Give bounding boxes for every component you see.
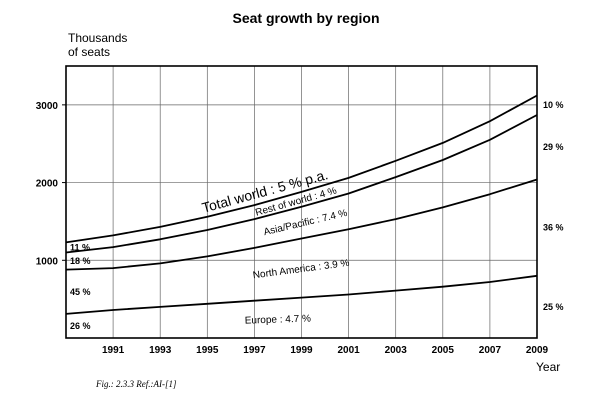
x-tick-label: 2005 (432, 345, 455, 356)
series-line-2 (65, 178, 538, 271)
axis-ticks: 1991 1993 1995 1997 1999 2001 2003 2005 2007 2009… (36, 101, 549, 356)
end-share-1: 25 % (543, 302, 564, 312)
series-line-4 (65, 94, 538, 244)
start-share-2: 45 % (70, 287, 91, 297)
end-share-3: 29 % (543, 142, 564, 152)
series-line-1 (65, 274, 538, 315)
x-axis-title: Year (536, 360, 560, 374)
plot-frame (65, 65, 538, 339)
series-line-3 (65, 114, 538, 254)
series-lines (65, 94, 538, 315)
figure-caption: Fig.: 2.3.3 Ref.:AI-[1] (95, 379, 177, 389)
x-tick-label: 2001 (337, 345, 360, 356)
y-tick-label: 2000 (36, 179, 59, 190)
x-tick-label: 1995 (196, 345, 219, 356)
start-share-4: 11 % (70, 242, 90, 252)
y-axis-title-line-1: Thousands (68, 31, 127, 45)
x-tick-label: 2009 (526, 345, 549, 356)
x-tick-label: 2003 (385, 345, 408, 356)
x-tick-label: 1991 (102, 345, 125, 356)
x-tick-label: 2007 (479, 345, 502, 356)
start-share-1: 26 % (70, 321, 91, 331)
x-tick-label: 1997 (243, 345, 266, 356)
start-share-3: 18 % (70, 256, 91, 266)
series-label-1: Europe : 4.7 % (245, 313, 312, 326)
y-tick-label: 1000 (36, 256, 59, 267)
end-share-2: 36 % (543, 223, 564, 233)
chart-title: Seat growth by region (232, 10, 379, 26)
y-tick-label: 3000 (36, 101, 59, 112)
x-tick-label: 1993 (149, 345, 172, 356)
x-tick-label: 1999 (290, 345, 313, 356)
end-share-4: 10 % (543, 100, 564, 110)
y-axis-title-line-2: of seats (68, 45, 110, 59)
